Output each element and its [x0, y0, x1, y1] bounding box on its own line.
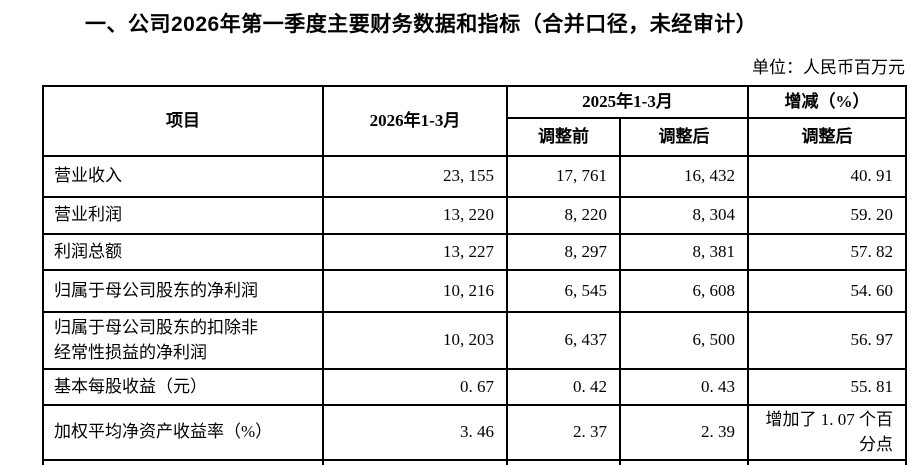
col-header-item: 项目 [42, 85, 324, 157]
table-row: 营业收入 23, 155 17, 761 16, 432 40. 91 [42, 155, 908, 198]
cell-2026: 13, 227 [322, 233, 508, 271]
cell-2026: 23, 155 [322, 155, 508, 198]
table-row: 加权平均净资产收益率（%） 3. 46 2. 37 2. 39 增加了 1. 0… [42, 403, 908, 462]
cell-change: 59. 20 [747, 196, 908, 235]
row-label: 营业利润 [42, 196, 324, 235]
cell-before: 6, 545 [506, 269, 621, 313]
cell-2026: 13, 220 [322, 196, 508, 235]
header-row-1: 项目 2026年1-3月 2025年1-3月 增减（%） [42, 85, 908, 157]
col-header-change: 增减（%） [747, 85, 908, 119]
table-row-cutoff [42, 459, 908, 465]
cell-after: 16, 432 [618, 155, 750, 198]
section-title: 一、公司2026年第一季度主要财务数据和指标（合并口径，未经审计） [85, 13, 758, 36]
col-header-before-adjust: 调整前 [506, 117, 621, 157]
cell-2026: 10, 203 [322, 311, 508, 370]
cell-2026: 0. 67 [322, 368, 508, 406]
cell-change: 40. 91 [747, 155, 908, 198]
table-row: 利润总额 13, 227 8, 297 8, 381 57. 82 [42, 233, 908, 271]
cell-before: 8, 220 [506, 196, 621, 235]
row-label: 归属于母公司股东的净利润 [42, 269, 324, 313]
table-row: 营业利润 13, 220 8, 220 8, 304 59. 20 [42, 196, 908, 235]
cell-before: 17, 761 [506, 155, 621, 198]
cell-before: 0. 42 [506, 368, 621, 406]
cell-change: 54. 60 [747, 269, 908, 313]
row-label: 利润总额 [42, 233, 324, 271]
cell-change: 55. 81 [747, 368, 908, 406]
cell-after: 6, 608 [618, 269, 750, 313]
cell-after: 2. 39 [618, 403, 750, 462]
col-header-2025-group: 2025年1-3月 [505, 85, 750, 119]
table-row: 基本每股收益（元） 0. 67 0. 42 0. 43 55. 81 [42, 368, 908, 406]
row-label: 归属于母公司股东的扣除非经常性损益的净利润 [42, 311, 324, 370]
cell-2026: 10, 216 [322, 269, 508, 313]
cell-after: 6, 500 [618, 311, 750, 370]
col-header-2026: 2026年1-3月 [322, 85, 508, 157]
col-header-after-adjust: 调整后 [618, 117, 750, 157]
cell-2026: 3. 46 [322, 403, 508, 462]
cell-after: 0. 43 [618, 368, 750, 406]
cell-before: 8, 297 [506, 233, 621, 271]
cell-change: 增加了 1. 07 个百分点 [747, 403, 908, 462]
cell-change: 57. 82 [747, 233, 908, 271]
cell-change: 56. 97 [747, 311, 908, 370]
header-row-2: 调整前 调整后 调整后 [43, 117, 908, 157]
cell-before: 2. 37 [506, 403, 621, 462]
row-label: 基本每股收益（元） [42, 368, 324, 406]
table-row: 归属于母公司股东的净利润 10, 216 6, 545 6, 608 54. 6… [42, 269, 908, 313]
col-header-change-after-adjust: 调整后 [747, 117, 908, 157]
cell-after: 8, 304 [618, 196, 750, 235]
cell-before: 6, 437 [506, 311, 621, 370]
cell-after: 8, 381 [618, 233, 750, 271]
row-label: 加权平均净资产收益率（%） [42, 403, 324, 462]
row-label: 营业收入 [42, 155, 324, 198]
table-row: 归属于母公司股东的扣除非经常性损益的净利润 10, 203 6, 437 6, … [42, 311, 908, 370]
financial-table: 项目 2026年1-3月 2025年1-3月 增减（%） 调整前 调整后 调整后… [42, 85, 908, 465]
unit-note: 单位：人民币百万元 [752, 58, 905, 77]
